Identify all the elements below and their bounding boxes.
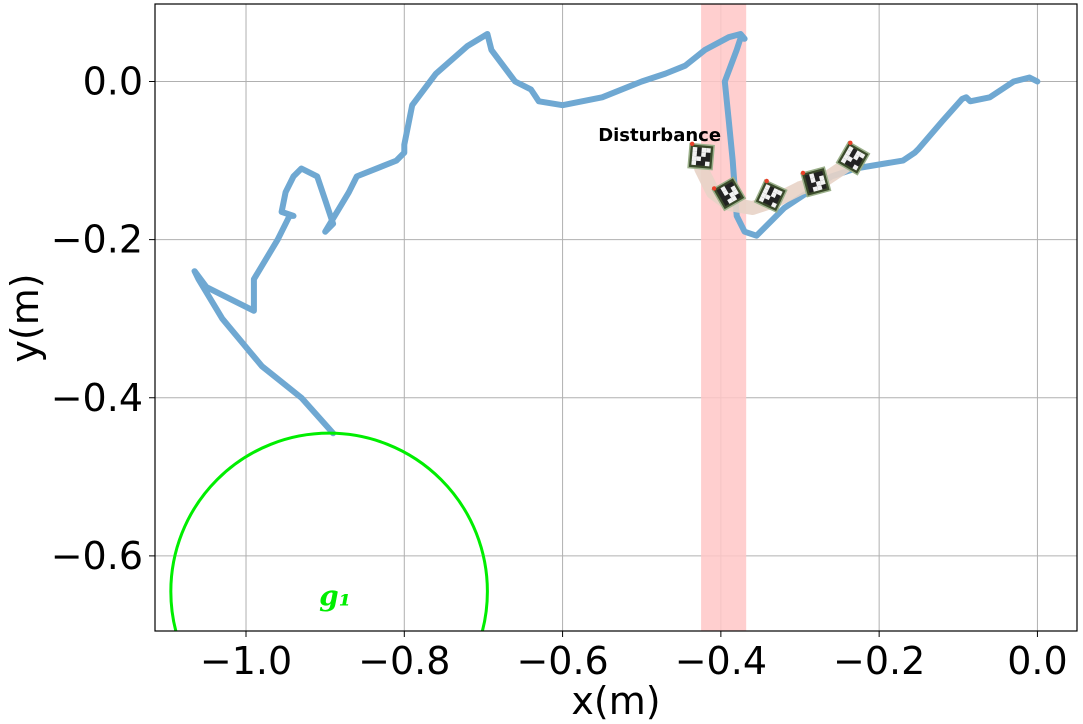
marker-cell (758, 196, 765, 203)
marker-cell (764, 184, 771, 191)
marker-cell (855, 150, 862, 157)
x-tick-label: 0.0 (1007, 639, 1067, 683)
marker-cell (812, 186, 819, 192)
marker-cell (816, 185, 823, 191)
marker-cell (701, 152, 706, 157)
y-tick-label: −0.2 (51, 218, 143, 262)
disturbance-band (701, 4, 747, 631)
marker-cell (692, 151, 698, 157)
marker-cell (840, 157, 847, 164)
marker-cell (776, 189, 783, 196)
marker-cell (847, 145, 854, 153)
marker-cell (696, 156, 702, 162)
series-group (191, 31, 1041, 437)
marker-corner-dot (764, 178, 769, 184)
marker-cell (760, 192, 767, 199)
marker-corner-dot (848, 140, 853, 146)
marker-cell (730, 185, 737, 192)
aruco-marker (753, 178, 788, 214)
marker-cell (845, 149, 852, 156)
x-tick-label: −0.2 (833, 639, 925, 683)
marker-cell (772, 187, 779, 194)
marker-cell (722, 189, 729, 197)
x-tick-label: −0.4 (675, 639, 767, 683)
x-tick-label: −1.0 (200, 639, 292, 683)
marker-cell (732, 189, 739, 196)
marker-cell (842, 153, 850, 160)
y-tick-label: −0.6 (51, 534, 143, 578)
marker-cell (727, 197, 734, 204)
marker-corner-dot (800, 170, 806, 176)
marker-cell (820, 179, 826, 186)
marker-cell (728, 191, 735, 198)
marker-cell (691, 160, 697, 166)
goal-label-g1: g₁ (319, 579, 351, 612)
marker-cell (764, 194, 771, 201)
grid (155, 4, 1077, 631)
marker-cell (691, 155, 697, 161)
disturbance-band-rect (701, 4, 747, 631)
plot-frame (154, 3, 1078, 632)
marker-cell (762, 188, 769, 195)
marker-cell (818, 175, 825, 181)
marker-corner-dot (711, 186, 717, 191)
marker-cell (853, 154, 860, 161)
marker-cell (852, 164, 859, 171)
marker-cell (846, 155, 853, 163)
y-axis-label: y(m) (3, 273, 47, 362)
marker-cell (705, 148, 711, 153)
marker-cell (704, 161, 710, 167)
goal-circle-g1 (169, 431, 489, 631)
marker-cell (809, 173, 815, 179)
annotation-group: Disturbance (598, 125, 721, 146)
aruco-marker (711, 176, 747, 212)
marker-cell (859, 152, 866, 159)
marker-cell (815, 180, 822, 187)
goal-group: g₁ (169, 431, 489, 631)
y-axis-ticks: 0.0 −0.2 −0.4 −0.6 (51, 59, 155, 578)
y-tick-label: 0.0 (83, 59, 143, 103)
x-axis-label: x(m) (571, 679, 660, 723)
series-trajectory (191, 31, 1041, 437)
aruco-marker (835, 140, 871, 176)
aruco-marker (687, 141, 715, 171)
y-tick-label: −0.4 (51, 376, 143, 420)
x-axis-ticks: −1.0 −0.8 −0.6 −0.4 −0.2 0.0 (200, 631, 1068, 683)
marker-cell (731, 195, 738, 202)
marker-cell (720, 186, 727, 193)
marker-cell (770, 202, 777, 209)
x-tick-label: −0.6 (516, 639, 608, 683)
marker-cell (770, 192, 777, 199)
marker-cell (692, 146, 698, 152)
x-tick-label: −0.8 (358, 639, 450, 683)
aruco-marker (800, 166, 832, 198)
annotation-disturbance: Disturbance (598, 125, 721, 146)
marker-cell (810, 177, 816, 184)
marker-corner-dot (689, 141, 695, 146)
marker-group (687, 140, 871, 214)
marker-cell (701, 147, 707, 153)
